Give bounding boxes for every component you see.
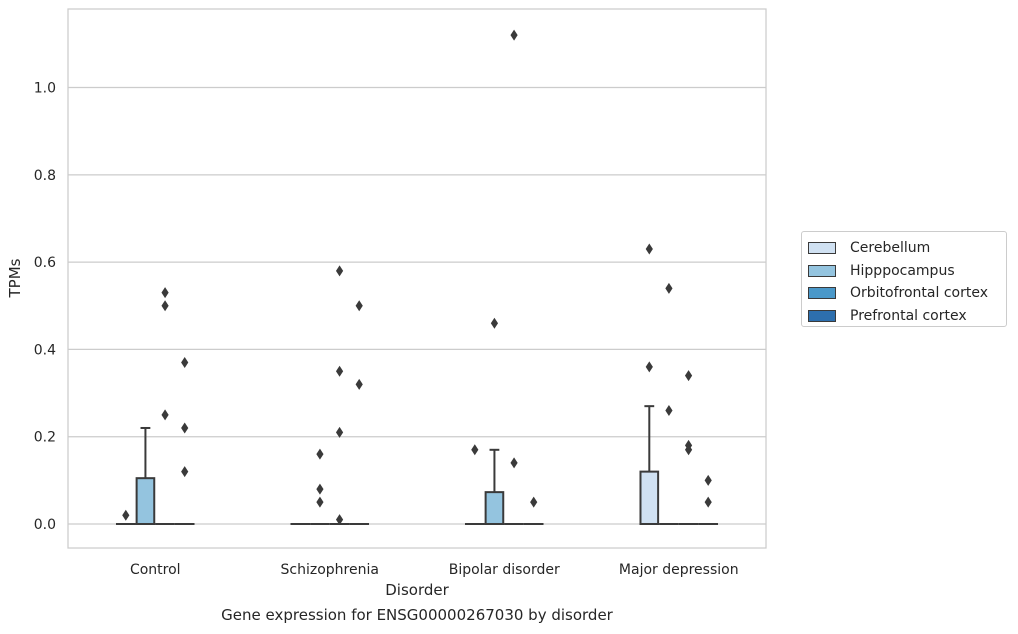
box-group [639,243,660,525]
x-tick-label: Bipolar disorder [449,562,560,578]
outlier-point [161,300,169,312]
x-tick-label: Major depression [619,562,739,578]
y-tick-label: 0.8 [34,168,56,184]
outlier-point [355,378,363,390]
outlier-point [335,514,344,526]
box-rect [484,491,505,525]
legend-item-cerebellum: Cerebellum [808,237,1006,260]
box-group [135,426,156,525]
box-group [155,287,175,525]
outlier-point [316,483,324,495]
outlier-point [181,422,189,434]
box-group [329,265,350,526]
outlier-point [471,444,479,456]
x-tick-labels: Control Schizophrenia Bipolar disorder Majo… [130,562,739,578]
legend-item-prefrontal-cortex: Prefrontal cortex [808,305,1006,328]
x-tick-label: Control [130,562,181,578]
outlier-point [161,409,169,421]
outlier-point [181,357,189,369]
legend-item-hipppocampus: Hipppocampus [808,260,1006,283]
box-group [115,509,136,525]
outlier-point [704,496,712,508]
box-group [698,474,719,525]
box-group [484,317,505,525]
box-group [310,448,330,525]
outlier-point [122,509,130,521]
y-tick-label: 0.2 [34,430,56,446]
outlier-point [181,466,189,478]
box-group [659,282,679,525]
outlier-point [161,287,169,299]
outlier-point [490,317,499,329]
y-tick-labels: 0.0 0.2 0.4 0.6 0.8 1.0 [34,81,56,533]
box-rect [135,477,156,525]
outlier-point [704,474,712,486]
outlier-point [665,282,673,294]
outlier-point [684,444,693,456]
legend-label-hipppocampus: Hipppocampus [850,262,955,279]
y-tick-label: 0.6 [34,255,56,271]
box-series [115,29,719,526]
outlier-point [316,448,324,460]
box-group [349,300,370,525]
box-group [464,444,485,525]
outlier-point [645,361,653,373]
legend-item-orbitofrontal-cortex: Orbitofrontal cortex [808,282,1006,305]
grid-lines [68,86,766,525]
y-tick-label: 0.4 [34,342,56,358]
legend-swatch-prefrontal-cortex [808,309,836,322]
x-axis-label: Disorder [385,581,449,599]
x-tick-label: Schizophrenia [281,562,379,578]
legend: Cerebellum Hipppocampus Orbitofrontal co… [801,231,1007,327]
outlier-point [335,365,344,377]
legend-label-prefrontal-cortex: Prefrontal cortex [850,307,967,324]
outlier-point [335,265,344,277]
box-plot-chart: 0.0 0.2 0.4 0.6 0.8 1.0 Control Schizophrenia B… [6,8,767,599]
legend-swatch-hipppocampus [808,264,836,277]
legend-label-orbitofrontal-cortex: Orbitofrontal cortex [850,285,988,302]
outlier-point [510,457,518,469]
box-group [504,29,524,525]
outlier-point [684,370,693,382]
box-group [678,370,699,525]
outlier-point [335,426,344,438]
outlier-point [355,300,363,312]
plot-area-frame [67,8,767,549]
outlier-point [510,29,518,41]
y-tick-label: 0.0 [34,517,56,533]
y-tick-label: 1.0 [34,81,56,97]
outlier-point [530,496,538,508]
chart-caption: Gene expression for ENSG00000267030 by d… [221,606,613,624]
box-group [174,357,195,525]
legend-swatch-cerebellum [808,242,836,255]
y-axis-label: TPMs [6,258,24,298]
outlier-point [316,496,324,508]
box-group [523,496,544,525]
box-rect [639,470,660,525]
outlier-point [645,243,653,255]
outlier-point [665,405,673,417]
legend-label-cerebellum: Cerebellum [850,240,931,257]
legend-swatch-orbitofrontal-cortex [808,287,836,300]
